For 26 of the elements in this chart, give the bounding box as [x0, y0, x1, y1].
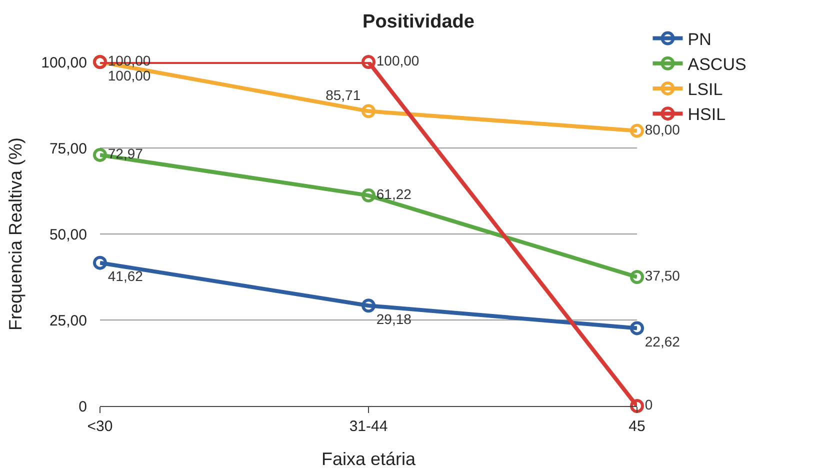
data-label: 80,00 [644, 121, 680, 138]
data-label: 0 [644, 396, 653, 412]
data-label: 61,22 [376, 186, 412, 202]
data-label: 100,00 [108, 67, 151, 84]
chart-title: Positividade [362, 12, 474, 33]
x-tick-label: 45 [628, 418, 646, 435]
data-label: 41,62 [108, 268, 144, 284]
data-label: 100,00 [376, 52, 420, 68]
x-tick-label: <30 [87, 418, 113, 435]
legend-label: HSIL [688, 105, 726, 124]
legend-label: PN [688, 30, 712, 49]
legend-label: ASCUS [688, 55, 746, 74]
data-label: 29,18 [376, 310, 412, 327]
y-tick-label: 25,00 [49, 312, 87, 330]
x-tick-label: 31-44 [349, 418, 388, 435]
legend-label: LSIL [688, 80, 723, 100]
y-tick-label: 75,00 [49, 140, 87, 158]
y-axis-title: Frequencia Realtiva (%) [5, 137, 26, 331]
x-axis-title: Faixa etária [321, 449, 417, 470]
data-label: 85,71 [326, 86, 361, 103]
data-label: 22,62 [644, 334, 680, 350]
y-tick-label: 50,00 [49, 226, 87, 244]
y-tick-label: 0 [78, 398, 87, 416]
data-label: 37,50 [644, 268, 680, 284]
data-label: 72,97 [108, 145, 144, 162]
y-tick-label: 100,00 [41, 54, 87, 72]
